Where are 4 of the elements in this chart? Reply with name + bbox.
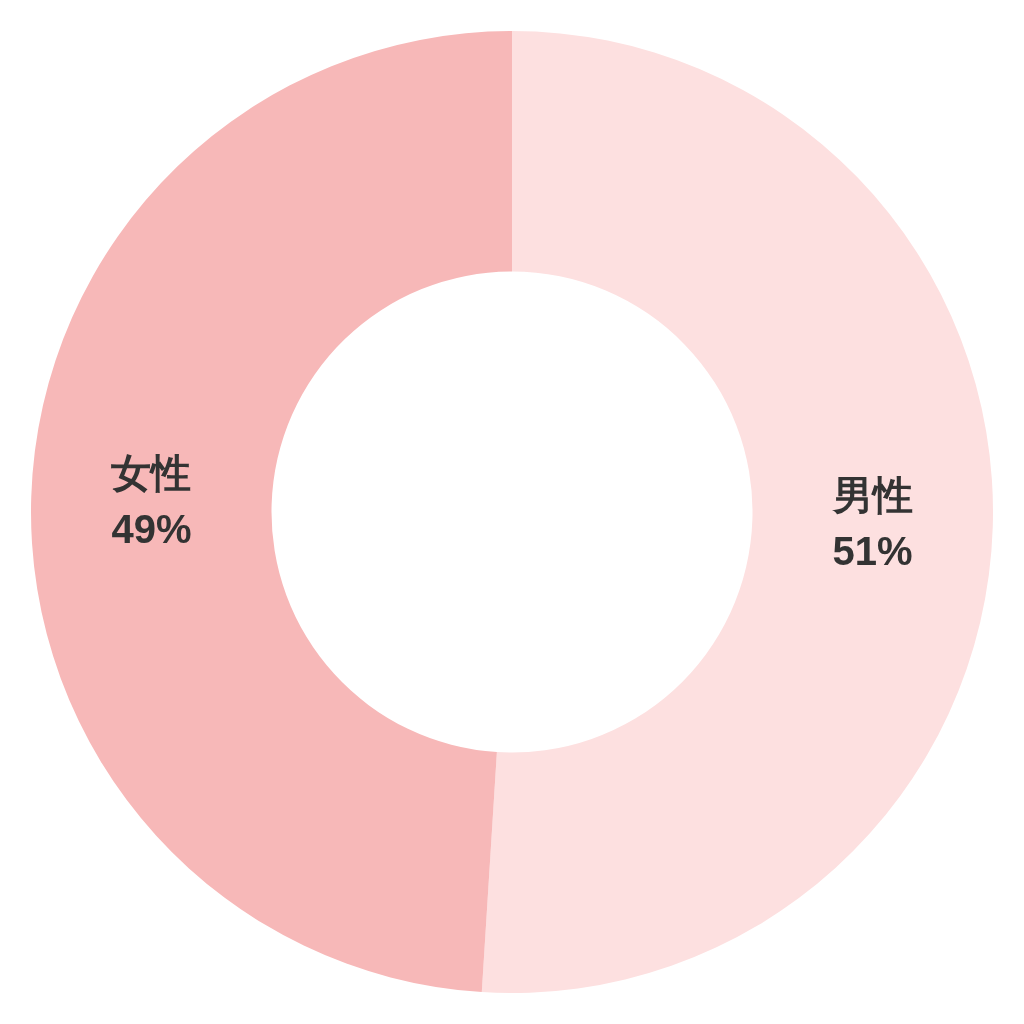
- data-label: 49%: [111, 506, 192, 551]
- data-label: 51%: [832, 529, 913, 574]
- slice-label: 男性: [831, 473, 913, 518]
- slice-label: 女性: [111, 450, 192, 495]
